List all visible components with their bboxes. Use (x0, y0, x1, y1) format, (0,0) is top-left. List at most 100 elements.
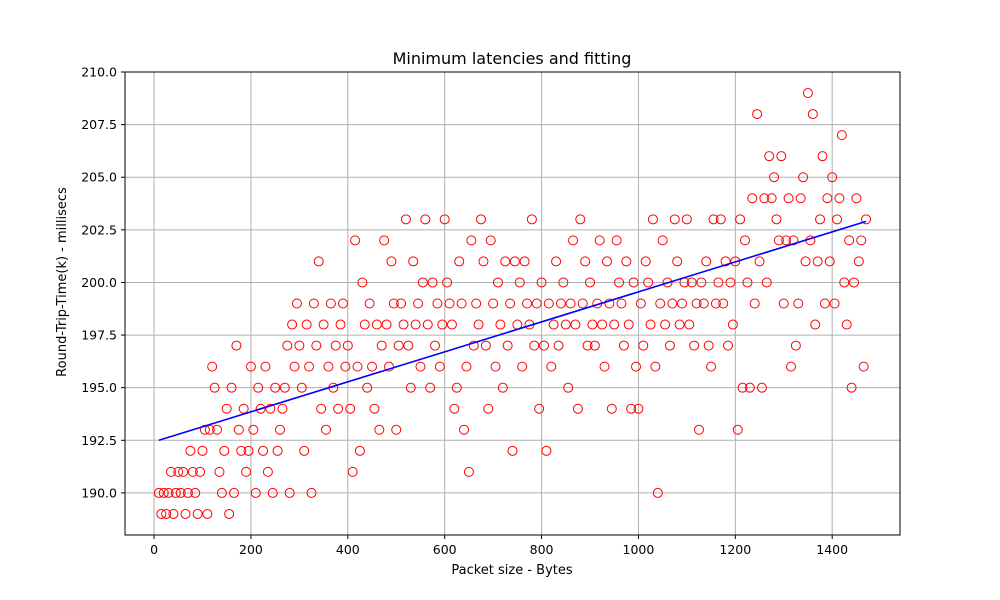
data-point (405, 382, 416, 393)
data-point (778, 298, 789, 309)
data-point (747, 193, 758, 204)
data-point (243, 445, 254, 456)
data-point (323, 361, 334, 372)
data-point (812, 256, 823, 267)
data-point (245, 361, 256, 372)
data-point (461, 361, 472, 372)
data-point (614, 277, 625, 288)
data-point (260, 361, 271, 372)
data-point (732, 424, 743, 435)
data-point (718, 298, 729, 309)
data-point (291, 298, 302, 309)
data-point (178, 466, 189, 477)
data-point (706, 361, 717, 372)
data-point (848, 277, 859, 288)
data-point (650, 361, 661, 372)
data-point (393, 340, 404, 351)
data-point (337, 298, 348, 309)
data-point (180, 508, 191, 519)
data-point (209, 382, 220, 393)
data-point (376, 340, 387, 351)
data-point (669, 214, 680, 225)
data-point (810, 319, 821, 330)
data-point (698, 298, 709, 309)
data-point (560, 319, 571, 330)
data-point (522, 298, 533, 309)
data-point (166, 466, 177, 477)
y-axis: 190.0 192.5 195.0 197.5 200.0 202.5 205.0 207.5… (81, 65, 125, 500)
data-point (604, 298, 615, 309)
data-point (713, 277, 724, 288)
data-point (333, 403, 344, 414)
data-point (287, 319, 298, 330)
y-tick-label: 207.5 (81, 117, 117, 132)
data-point (502, 340, 513, 351)
x-tick-label: 200 (239, 542, 263, 557)
data-point (364, 298, 375, 309)
data-point (340, 361, 351, 372)
data-point (720, 256, 731, 267)
data-point (311, 340, 322, 351)
data-point (846, 382, 857, 393)
y-tick-label: 190.0 (81, 485, 117, 500)
data-point (575, 214, 586, 225)
data-point (236, 445, 247, 456)
x-tick-label: 1200 (719, 542, 751, 557)
data-point (476, 214, 487, 225)
data-point (408, 256, 419, 267)
data-point (822, 193, 833, 204)
data-point (655, 298, 666, 309)
data-point (606, 403, 617, 414)
fit-line (158, 220, 867, 442)
data-point (769, 172, 780, 183)
data-point (330, 340, 341, 351)
data-point (400, 214, 411, 225)
data-point (536, 277, 547, 288)
data-point (308, 298, 319, 309)
data-point (764, 151, 775, 162)
data-point (589, 340, 600, 351)
data-point (386, 256, 397, 267)
data-point (490, 361, 501, 372)
data-point (192, 508, 203, 519)
data-point (742, 277, 753, 288)
data-point (226, 382, 237, 393)
data-point (272, 445, 283, 456)
data-point (710, 298, 721, 309)
data-point (626, 403, 637, 414)
data-point (759, 193, 770, 204)
data-point (638, 340, 649, 351)
data-point (163, 487, 174, 498)
data-point (410, 319, 421, 330)
data-point (725, 277, 736, 288)
data-point (851, 193, 862, 204)
data-point (829, 298, 840, 309)
data-point (672, 256, 683, 267)
y-tick-label: 210.0 (81, 65, 117, 80)
data-point (357, 277, 368, 288)
data-point (202, 508, 213, 519)
data-point (572, 403, 583, 414)
data-point (807, 109, 818, 120)
data-point (347, 466, 358, 477)
data-point (299, 445, 310, 456)
data-point (459, 424, 470, 435)
data-point (170, 487, 181, 498)
data-point (316, 403, 327, 414)
x-axis-label: Packet size - Bytes (451, 563, 573, 578)
data-point (313, 256, 324, 267)
data-point (691, 298, 702, 309)
data-point (856, 235, 867, 246)
data-point (749, 298, 760, 309)
x-tick-label: 0 (150, 542, 158, 557)
data-point (413, 298, 424, 309)
data-point (645, 319, 656, 330)
data-point (427, 277, 438, 288)
data-point (485, 235, 496, 246)
data-point (161, 508, 172, 519)
data-point (618, 340, 629, 351)
data-point (362, 382, 373, 393)
data-point (444, 298, 455, 309)
